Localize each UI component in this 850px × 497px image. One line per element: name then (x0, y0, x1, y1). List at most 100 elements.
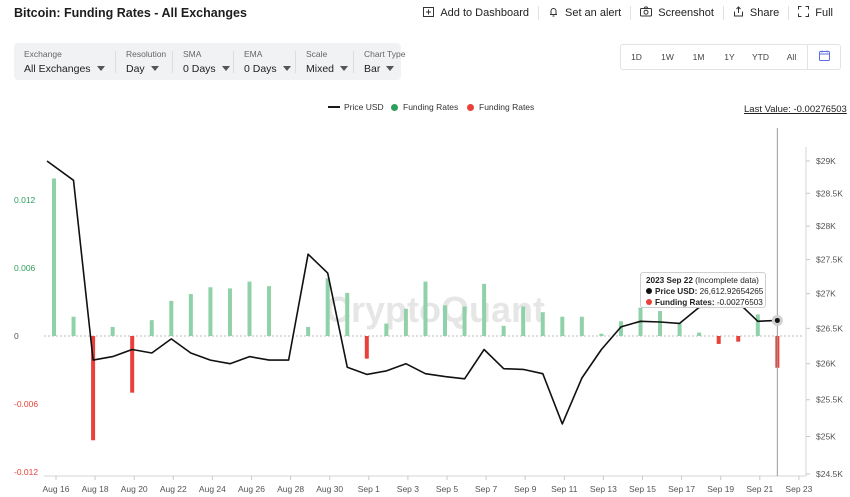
share-label: Share (749, 7, 780, 19)
fullscreen-label: Full (815, 7, 833, 19)
legend-item-funding-negative[interactable]: Funding Rates (467, 102, 534, 112)
chevron-down-icon (150, 66, 159, 71)
x-tick-label: Aug 16 (43, 484, 70, 494)
x-axis: Aug 16 Aug 18 Aug 20 Aug 22 Aug 24 Aug 26 Aug … (43, 475, 813, 494)
top-bar: Bitcoin: Funding Rates - All Exchanges A… (0, 0, 850, 28)
bar-positive (403, 308, 408, 336)
bar-positive (443, 305, 447, 336)
camera-icon (640, 6, 658, 20)
x-tick-label: Sep 5 (436, 484, 458, 494)
bar-positive (423, 281, 428, 336)
last-value-link[interactable]: Last Value: -0.00276503 (744, 104, 847, 115)
dot-icon (646, 299, 652, 305)
bar-negative (736, 336, 741, 342)
legend-item-price[interactable]: Price USD (328, 102, 384, 112)
range-all-button[interactable]: All (786, 52, 797, 62)
screenshot-label: Screenshot (658, 7, 714, 19)
resolution-value-row: Day (126, 63, 159, 75)
x-tick-label: Aug 20 (121, 484, 148, 494)
line-swatch (328, 106, 340, 108)
bar-positive (169, 300, 174, 336)
tooltip-rate-label: Funding Rates: (655, 298, 715, 307)
range-selector: 1D 1W 1M 1Y YTD All (620, 44, 841, 70)
bar-positive (384, 323, 389, 336)
legend-item-funding-positive[interactable]: Funding Rates (391, 102, 458, 112)
right-tick-label: $29K (816, 156, 836, 166)
bar-positive (618, 321, 623, 336)
x-tick-label: Aug 26 (238, 484, 265, 494)
bar-positive (52, 178, 56, 336)
left-tick-label: 0.006 (14, 263, 36, 273)
bar-positive (579, 316, 584, 336)
tooltip-price-row: Price USD: 26,612.92654265 (646, 286, 763, 297)
bar-positive (306, 326, 311, 336)
share-button[interactable]: Share (722, 6, 788, 20)
chevron-down-icon (96, 66, 105, 71)
fullscreen-button[interactable]: Full (788, 6, 842, 20)
chart-type-value-row: Bar (364, 63, 395, 75)
ema-value-row: 0 Days (244, 63, 291, 75)
divider (115, 51, 116, 73)
bar-positive (658, 311, 663, 336)
add-to-dashboard-button[interactable]: Add to Dashboard (414, 6, 538, 20)
tooltip-date-row: 2023 Sep 22 (Incomplete data) (646, 275, 760, 286)
sma-select[interactable]: SMA 0 Days (173, 43, 234, 80)
bar-positive (188, 294, 193, 336)
range-1w-button[interactable]: 1W (661, 52, 674, 62)
right-tick-label: $28.5K (816, 188, 843, 198)
bar-positive (560, 316, 565, 336)
range-1y-button[interactable]: 1Y (724, 52, 735, 62)
chart-type-label: Chart Type (364, 49, 406, 59)
chevron-down-icon (221, 66, 230, 71)
dot-swatch (467, 103, 474, 111)
funding-bars (52, 178, 780, 441)
dot-icon (646, 288, 652, 294)
chevron-down-icon (386, 66, 395, 71)
set-alert-label: Set an alert (564, 7, 622, 19)
bar-positive (462, 306, 467, 336)
add-to-dashboard-label: Add to Dashboard (440, 7, 529, 19)
data-tooltip: 2023 Sep 22 (Incomplete data) Price USD:… (640, 272, 766, 308)
price-line-path (46, 160, 778, 425)
bar-negative (130, 336, 135, 393)
resolution-label: Resolution (126, 49, 167, 59)
screenshot-button[interactable]: Screenshot (630, 6, 723, 20)
range-ytd-button[interactable]: YTD (752, 52, 769, 62)
date-range-button[interactable] (807, 45, 840, 69)
x-tick-label: Sep 13 (590, 484, 617, 494)
set-alert-button[interactable]: Set an alert (537, 6, 630, 20)
bar-negative (364, 336, 369, 359)
right-tick-label: $28K (816, 221, 836, 231)
x-tick-label: Aug 24 (199, 484, 226, 494)
scale-select[interactable]: Scale Mixed (296, 43, 354, 80)
tooltip-rate-value: -0.00276503 (716, 298, 763, 307)
bar-positive (697, 332, 702, 336)
chart-controls: Exchange All Exchanges Resolution Day SM… (14, 43, 405, 80)
bell-icon (548, 6, 565, 20)
right-tick-label: $27K (816, 289, 836, 299)
chart-type-value: Bar (364, 63, 381, 75)
exchange-value-row: All Exchanges (24, 63, 105, 75)
x-tick-label: Sep 1 (358, 484, 380, 494)
dot-swatch (391, 103, 398, 111)
chart-type-select[interactable]: Chart Type Bar (354, 43, 405, 80)
exchange-select[interactable]: Exchange All Exchanges (14, 43, 116, 80)
divider (233, 51, 234, 73)
left-tick-label: -0.006 (14, 399, 38, 409)
bar-positive (677, 323, 682, 336)
bar-positive (71, 316, 76, 336)
range-1m-button[interactable]: 1M (692, 52, 705, 62)
tooltip-rate-row: Funding Rates: -0.00276503 (646, 297, 763, 308)
ema-value: 0 Days (244, 63, 277, 75)
bar-negative (716, 336, 721, 344)
bar-positive (345, 292, 350, 336)
ema-select[interactable]: EMA 0 Days (234, 43, 296, 80)
left-axis: 0.012 0.006 0 -0.006 -0.012 (14, 195, 38, 477)
range-1d-button[interactable]: 1D (631, 52, 642, 62)
resolution-select[interactable]: Resolution Day (116, 43, 173, 80)
x-tick-label: Sep 21 (746, 484, 773, 494)
bar-positive (501, 325, 506, 336)
sma-value-row: 0 Days (183, 63, 230, 75)
ema-label: EMA (244, 49, 263, 59)
tooltip-note: (Incomplete data) (695, 276, 759, 285)
